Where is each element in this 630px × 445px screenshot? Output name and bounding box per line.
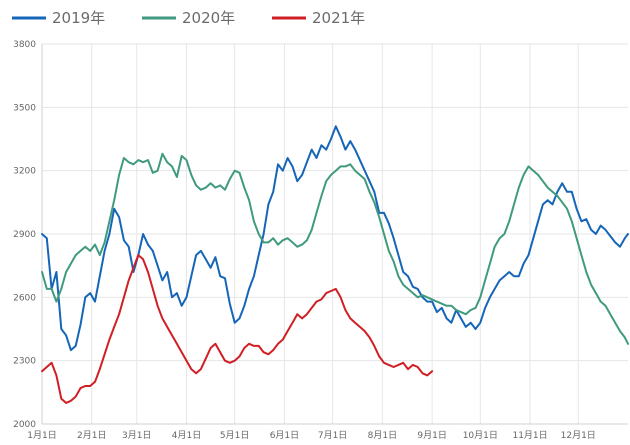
- x-tick-label: 6月1日: [270, 430, 299, 441]
- y-tick-label: 2300: [13, 357, 36, 367]
- series-line-2: [41, 152, 629, 345]
- x-tick-label: 4月1日: [172, 430, 201, 441]
- x-tick-label: 9月1日: [417, 430, 446, 441]
- legend: 2019年 2020年 2021年: [12, 9, 365, 27]
- x-tick-label: 2月1日: [77, 430, 106, 441]
- legend-label-3: 2021年: [312, 9, 365, 27]
- y-tick-label: 3500: [13, 103, 36, 113]
- series-lines: [41, 125, 629, 404]
- x-tick-label: 10月1日: [463, 430, 498, 441]
- y-tick-label: 3200: [13, 167, 36, 177]
- y-tick-label: 2900: [13, 230, 36, 240]
- series-line-3: [41, 254, 434, 404]
- x-tick-label: 11月1日: [512, 430, 547, 441]
- x-tick-label: 7月1日: [318, 430, 347, 441]
- y-tick-label: 3800: [13, 40, 36, 50]
- axes: 2000 2300 2600 2900 3200 3500 3800 1月1日 2月1日 3月1日…: [13, 40, 628, 441]
- legend-label-2: 2020年: [182, 9, 235, 27]
- x-tick-label: 5月1日: [220, 430, 249, 441]
- x-tick-label: 1月1日: [27, 430, 56, 441]
- x-tick-label: 12月1日: [561, 430, 596, 441]
- y-tick-label: 2600: [13, 293, 36, 303]
- x-tick-label: 8月1日: [368, 430, 397, 441]
- grid: [41, 43, 628, 425]
- x-tick-label: 3月1日: [122, 430, 151, 441]
- series-line-1: [41, 125, 629, 352]
- y-tick-label: 2000: [13, 420, 36, 430]
- legend-label-1: 2019年: [52, 9, 105, 27]
